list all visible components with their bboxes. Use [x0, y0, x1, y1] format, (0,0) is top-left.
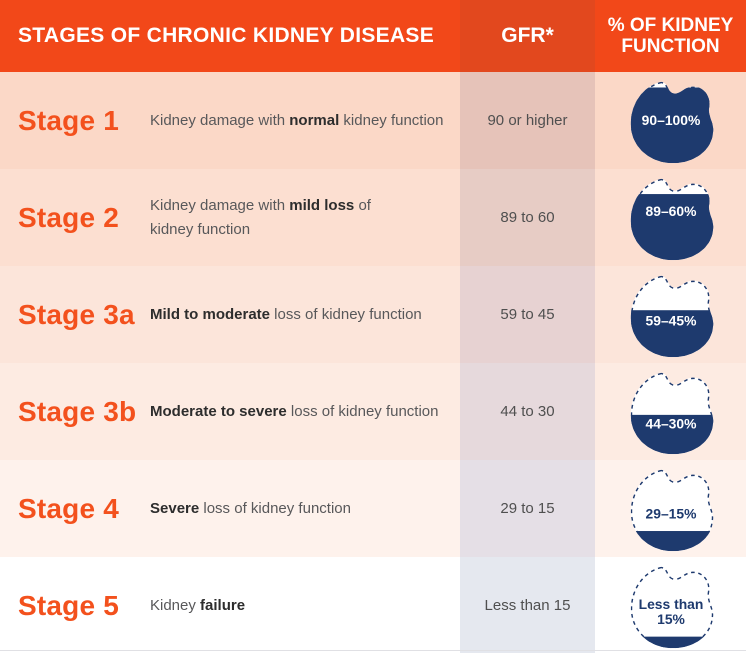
stage-name: Stage 1	[18, 104, 119, 136]
kidney-icon: 59–45%	[630, 275, 713, 357]
stage-description: Kidney failure	[150, 596, 246, 614]
stage-name: Stage 5	[18, 589, 119, 621]
stage-name-cell: Stage 1	[0, 72, 150, 169]
gfr-value: 90 or higher	[487, 112, 568, 129]
kidney-function-cell: 59–45%	[595, 266, 746, 363]
gfr-cell: 90 or higher	[460, 72, 595, 169]
kidney-percent-label: 89–60%	[645, 203, 696, 219]
stage-row-4: Stage 4 Severe loss of kidney function 2…	[0, 460, 746, 557]
stage-description: Moderate to severe loss of kidney functi…	[150, 402, 439, 420]
kidney-icon: 90–100%	[630, 81, 713, 163]
stage-description-cell: Kidney damage with normal kidney functio…	[150, 72, 460, 169]
stage-description: Kidney damage with mild loss of kidney f…	[150, 197, 371, 238]
stage-row-2: Stage 2 Kidney damage with mild loss of …	[0, 169, 746, 266]
gfr-cell: 29 to 15	[460, 460, 595, 557]
kidney-function-cell: 89–60%	[595, 169, 746, 266]
kidney-icon: 29–15%	[630, 469, 713, 551]
gfr-value: 89 to 60	[500, 209, 555, 226]
kidney-function-cell: 44–30%	[595, 363, 746, 460]
stage-name-cell: Stage 3a	[0, 266, 150, 363]
gfr-value: 59 to 45	[500, 306, 555, 323]
kidney-function-cell: 29–15%	[595, 460, 746, 557]
stage-row-3b: Stage 3b Moderate to severe loss of kidn…	[0, 363, 746, 460]
kidney-icon: 89–60%	[630, 178, 713, 260]
header-function-label: % OF KIDNEY FUNCTION	[607, 14, 734, 57]
kidney-function-cell: Less than 15%	[595, 557, 746, 653]
stage-description-cell: Kidney damage with mild loss of kidney f…	[150, 169, 460, 266]
gfr-value: Less than 15	[484, 597, 571, 614]
stage-name: Stage 3a	[18, 298, 135, 330]
kidney-percent-label-line2: 15%	[657, 611, 685, 627]
kidney-percent-label: Less than	[638, 595, 703, 611]
stage-row-3a: Stage 3a Mild to moderate loss of kidney…	[0, 266, 746, 363]
header-gfr-label: GFR*	[501, 24, 554, 47]
kidney-percent-label: 59–45%	[645, 312, 696, 328]
table-header: STAGES OF CHRONIC KIDNEY DISEASE GFR* % …	[0, 0, 746, 72]
stage-name: Stage 4	[18, 492, 119, 524]
stage-description-cell: Severe loss of kidney function	[150, 460, 460, 557]
stage-row-5: Stage 5 Kidney failure Less than 15 Less…	[0, 557, 746, 653]
kidney-icon: Less than 15%	[630, 566, 713, 648]
stage-name-cell: Stage 4	[0, 460, 150, 557]
gfr-cell: 59 to 45	[460, 266, 595, 363]
gfr-value: 29 to 15	[500, 500, 555, 517]
stage-description-cell: Moderate to severe loss of kidney functi…	[150, 363, 460, 460]
header-stages-label: STAGES OF CHRONIC KIDNEY DISEASE	[18, 24, 435, 47]
stage-name-cell: Stage 2	[0, 169, 150, 266]
header-function-column: % OF KIDNEY FUNCTION	[595, 0, 746, 72]
gfr-cell: 44 to 30	[460, 363, 595, 460]
stage-name-cell: Stage 5	[0, 557, 150, 653]
gfr-cell: 89 to 60	[460, 169, 595, 266]
stage-description: Severe loss of kidney function	[150, 499, 351, 517]
gfr-cell: Less than 15	[460, 557, 595, 653]
kidney-percent-label: 90–100%	[641, 111, 700, 127]
kidney-percent-label: 44–30%	[645, 415, 696, 431]
stage-name: Stage 2	[18, 201, 119, 233]
header-gfr-column: GFR*	[460, 0, 595, 72]
stage-name-cell: Stage 3b	[0, 363, 150, 460]
kidney-icon: 44–30%	[630, 372, 713, 454]
header-stages-column: STAGES OF CHRONIC KIDNEY DISEASE	[0, 0, 460, 72]
stage-description-cell: Kidney failure	[150, 557, 460, 653]
stage-description: Mild to moderate loss of kidney function	[150, 305, 422, 323]
gfr-value: 44 to 30	[500, 403, 555, 420]
kidney-function-cell: 90–100%	[595, 72, 746, 169]
kidney-percent-label: 29–15%	[645, 505, 696, 521]
bottom-hairline	[0, 650, 746, 651]
stage-description: Kidney damage with normal kidney functio…	[150, 111, 444, 129]
stage-description-cell: Mild to moderate loss of kidney function	[150, 266, 460, 363]
stage-name: Stage 3b	[18, 395, 137, 427]
stage-row-1: Stage 1 Kidney damage with normal kidney…	[0, 72, 746, 169]
